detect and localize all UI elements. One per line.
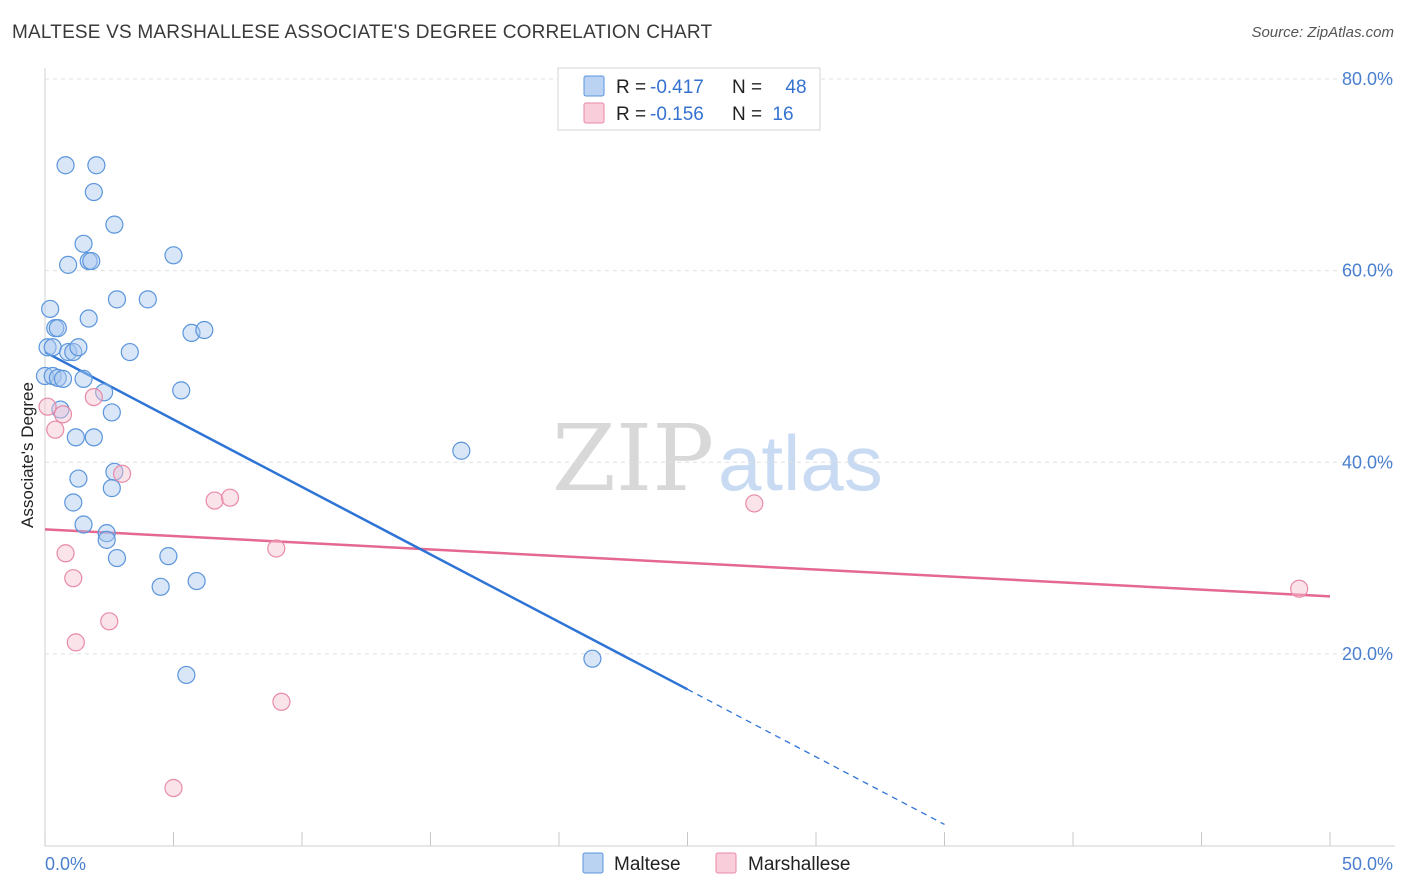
legend-r-label-marshallese: R = bbox=[616, 104, 646, 125]
legend-r-value-maltese: -0.417 bbox=[650, 77, 704, 98]
point-maltese-32 bbox=[84, 428, 103, 447]
y-axis-label: Associate's Degree bbox=[18, 382, 37, 528]
point-marshallese-7 bbox=[745, 494, 764, 513]
bottom-legend-label-maltese: Maltese bbox=[614, 854, 681, 875]
x-tick-label-0: 0.0% bbox=[45, 854, 86, 874]
y-tick-label-0: 20.0% bbox=[1342, 644, 1393, 664]
point-maltese-34 bbox=[452, 441, 471, 460]
point-maltese-2 bbox=[84, 182, 103, 202]
trend-lines bbox=[44, 350, 1331, 825]
point-marshallese-9 bbox=[267, 539, 286, 558]
point-maltese-17 bbox=[38, 338, 57, 357]
point-maltese-41 bbox=[97, 530, 116, 549]
point-maltese-11 bbox=[41, 299, 60, 319]
legend-r-label-maltese: R = bbox=[616, 77, 646, 98]
point-maltese-28 bbox=[172, 381, 191, 400]
point-marshallese-11 bbox=[1290, 579, 1309, 598]
chart-title: MALTESE VS MARSHALLESE ASSOCIATE'S DEGRE… bbox=[12, 22, 713, 43]
axes bbox=[44, 68, 1395, 847]
trend-line-maltese bbox=[44, 350, 689, 691]
point-maltese-25 bbox=[48, 368, 67, 388]
point-maltese-40 bbox=[97, 524, 116, 543]
source-credit: Source: ZipAtlas.com bbox=[1251, 24, 1394, 41]
point-maltese-43 bbox=[159, 547, 178, 566]
point-maltese-1 bbox=[87, 156, 106, 175]
point-marshallese-5 bbox=[205, 491, 224, 510]
point-marshallese-8 bbox=[56, 544, 75, 563]
point-maltese-12 bbox=[79, 309, 98, 328]
trend-line-marshallese bbox=[44, 528, 1331, 598]
point-marshallese-10 bbox=[64, 569, 83, 588]
point-maltese-38 bbox=[64, 493, 83, 512]
point-maltese-19 bbox=[59, 342, 78, 362]
bottom-legend-swatch-maltese bbox=[582, 852, 604, 874]
point-maltese-42 bbox=[107, 548, 127, 568]
point-marshallese-14 bbox=[272, 692, 291, 711]
watermark-atlas: atlas bbox=[718, 419, 883, 507]
stats-legend: R = -0.417 N = 48 R = -0.156 N = 16 bbox=[557, 67, 821, 131]
legend-r-value-marshallese: -0.156 bbox=[650, 104, 704, 125]
point-maltese-31 bbox=[102, 403, 121, 422]
point-maltese-47 bbox=[177, 665, 196, 685]
point-maltese-21 bbox=[69, 338, 88, 357]
y-tick-label-2: 60.0% bbox=[1342, 261, 1393, 281]
legend-n-value-maltese: 48 bbox=[785, 77, 806, 98]
legend-swatch-marshallese bbox=[583, 102, 605, 124]
point-maltese-5 bbox=[164, 246, 183, 265]
point-maltese-14 bbox=[48, 319, 67, 338]
data-points bbox=[35, 156, 1309, 798]
point-maltese-45 bbox=[151, 577, 170, 596]
point-maltese-26 bbox=[53, 369, 73, 388]
point-marshallese-13 bbox=[66, 633, 85, 652]
point-maltese-16 bbox=[195, 320, 214, 340]
trend-line-maltese-extension bbox=[687, 688, 945, 825]
legend-n-label-maltese: N = bbox=[732, 77, 762, 98]
point-maltese-22 bbox=[120, 342, 139, 362]
point-marshallese-2 bbox=[46, 420, 65, 439]
y-tick-label-3: 80.0% bbox=[1342, 69, 1393, 89]
watermark-zip: ZIP bbox=[552, 405, 714, 512]
point-maltese-8 bbox=[82, 251, 101, 271]
point-marshallese-0 bbox=[38, 397, 57, 416]
point-maltese-0 bbox=[56, 156, 75, 175]
legend-n-label-marshallese: N = bbox=[732, 104, 762, 125]
point-marshallese-1 bbox=[53, 405, 73, 424]
point-maltese-46 bbox=[583, 649, 602, 668]
y-tick-labels: 20.0% 40.0% 60.0% 80.0% bbox=[1342, 69, 1393, 664]
bottom-legend-swatch-marshallese bbox=[715, 852, 737, 874]
grid bbox=[45, 78, 1395, 655]
legend-n-value-marshallese: 16 bbox=[772, 104, 793, 125]
point-maltese-6 bbox=[59, 255, 78, 274]
point-maltese-37 bbox=[102, 479, 121, 498]
point-maltese-3 bbox=[105, 215, 124, 234]
point-marshallese-4 bbox=[112, 464, 132, 483]
point-maltese-33 bbox=[66, 428, 85, 447]
point-marshallese-12 bbox=[100, 612, 119, 631]
point-marshallese-6 bbox=[220, 488, 240, 507]
point-maltese-10 bbox=[138, 290, 157, 309]
point-maltese-39 bbox=[74, 515, 93, 534]
point-maltese-4 bbox=[74, 234, 93, 253]
point-marshallese-15 bbox=[164, 778, 183, 798]
point-maltese-36 bbox=[69, 469, 88, 488]
x-tick-label-1: 50.0% bbox=[1342, 854, 1393, 874]
point-maltese-9 bbox=[107, 290, 127, 309]
y-tick-label-1: 40.0% bbox=[1342, 452, 1393, 472]
point-maltese-27 bbox=[74, 369, 93, 388]
watermark: ZIP atlas bbox=[552, 405, 883, 512]
series-legend: Maltese Marshallese bbox=[582, 852, 850, 875]
point-maltese-44 bbox=[187, 571, 206, 591]
x-tick-labels: 0.0% 50.0% bbox=[45, 854, 1393, 874]
legend-swatch-maltese bbox=[583, 75, 605, 97]
point-maltese-18 bbox=[43, 338, 62, 357]
bottom-legend-label-marshallese: Marshallese bbox=[748, 854, 850, 875]
point-maltese-29 bbox=[95, 383, 114, 402]
point-marshallese-3 bbox=[84, 387, 103, 407]
